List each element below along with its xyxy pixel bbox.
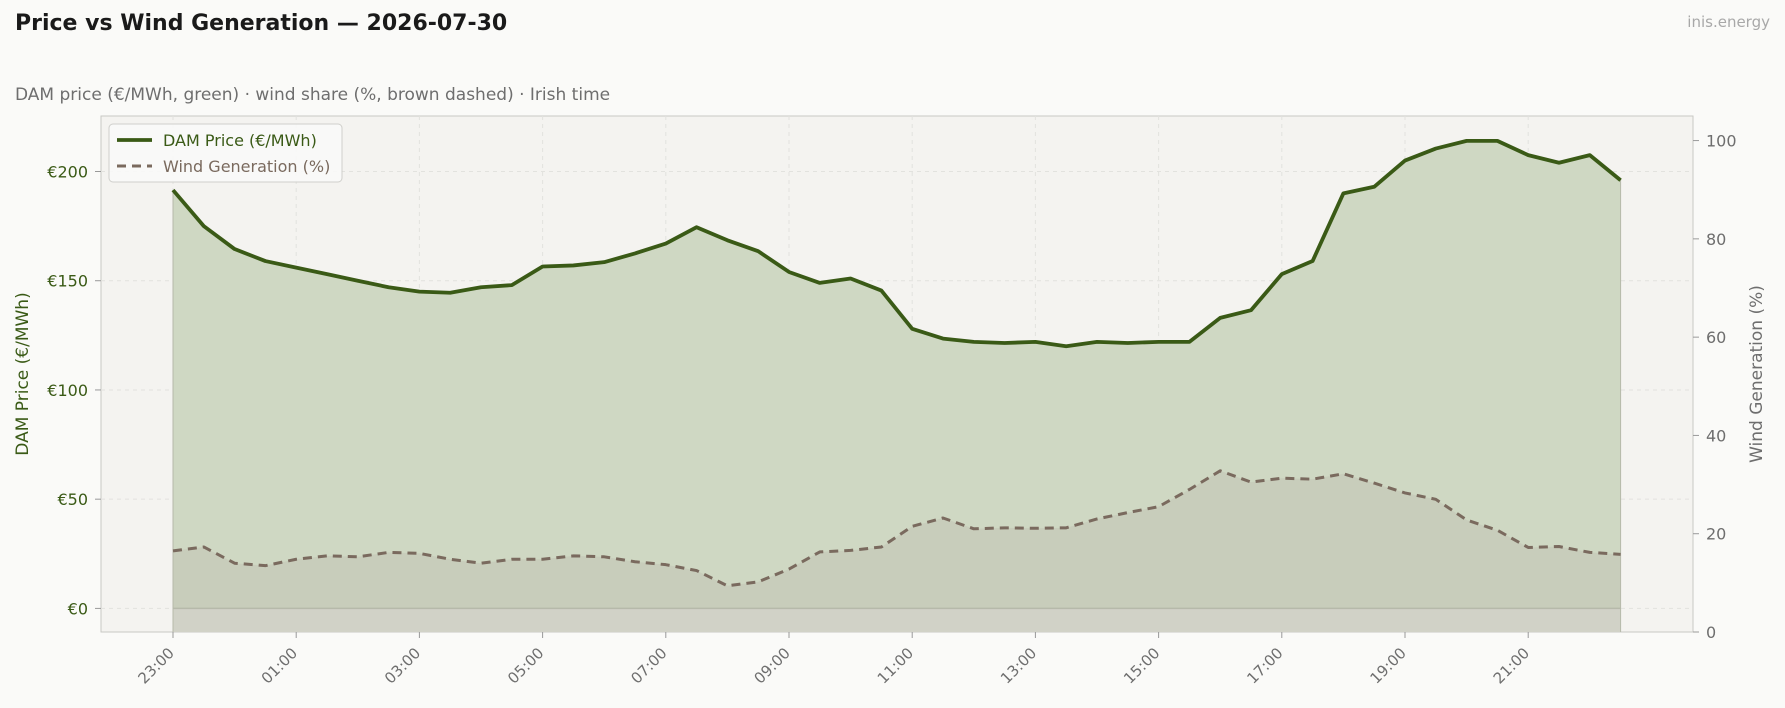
legend-label-wind: Wind Generation (%) [163,157,330,176]
x-tick-label: 01:00 [258,644,301,687]
y-right-tick-label: 60 [1706,328,1726,347]
y-left-tick-label: €200 [47,162,88,181]
y-right-axis-label: Wind Generation (%) [1747,285,1767,463]
x-tick-label: 19:00 [1367,644,1410,687]
x-tick-label: 21:00 [1490,644,1533,687]
wind-area-fill [173,470,1621,632]
y-left-axis-label: DAM Price (€/MWh) [13,292,33,455]
y-right-tick-label: 80 [1706,230,1726,249]
y-right-tick-label: 20 [1706,525,1726,544]
x-tick-label: 17:00 [1243,644,1286,687]
x-tick-label: 03:00 [381,644,424,687]
wind-series-line [172,469,1621,588]
x-tick-label: 05:00 [504,644,547,687]
x-tick-label: 11:00 [874,644,917,687]
x-tick-label: 13:00 [997,644,1040,687]
legend-box [108,123,343,183]
y-left-tick-label: €50 [57,490,88,509]
x-tick-label: 07:00 [627,644,670,687]
y-right-tick-label: 100 [1706,132,1737,151]
price-series-line [171,139,1622,349]
x-tick-label: 15:00 [1120,644,1163,687]
y-right-tick-label: 40 [1706,426,1726,445]
chart-title: Price vs Wind Generation — 2026-07-30 [15,11,508,36]
x-tick-label: 23:00 [135,644,178,687]
y-left-tick-label: €150 [47,272,88,291]
chart-subtitle: DAM price (€/MWh, green) · wind share (%… [15,85,611,105]
x-tick-label: 09:00 [751,644,794,687]
brand-label: inis.energy [1687,13,1770,31]
y-left-tick-label: €0 [68,599,88,618]
y-right-tick-label: 0 [1706,623,1716,642]
y-left-tick-label: €100 [47,381,88,400]
legend-label-price: DAM Price (€/MWh) [163,131,317,150]
